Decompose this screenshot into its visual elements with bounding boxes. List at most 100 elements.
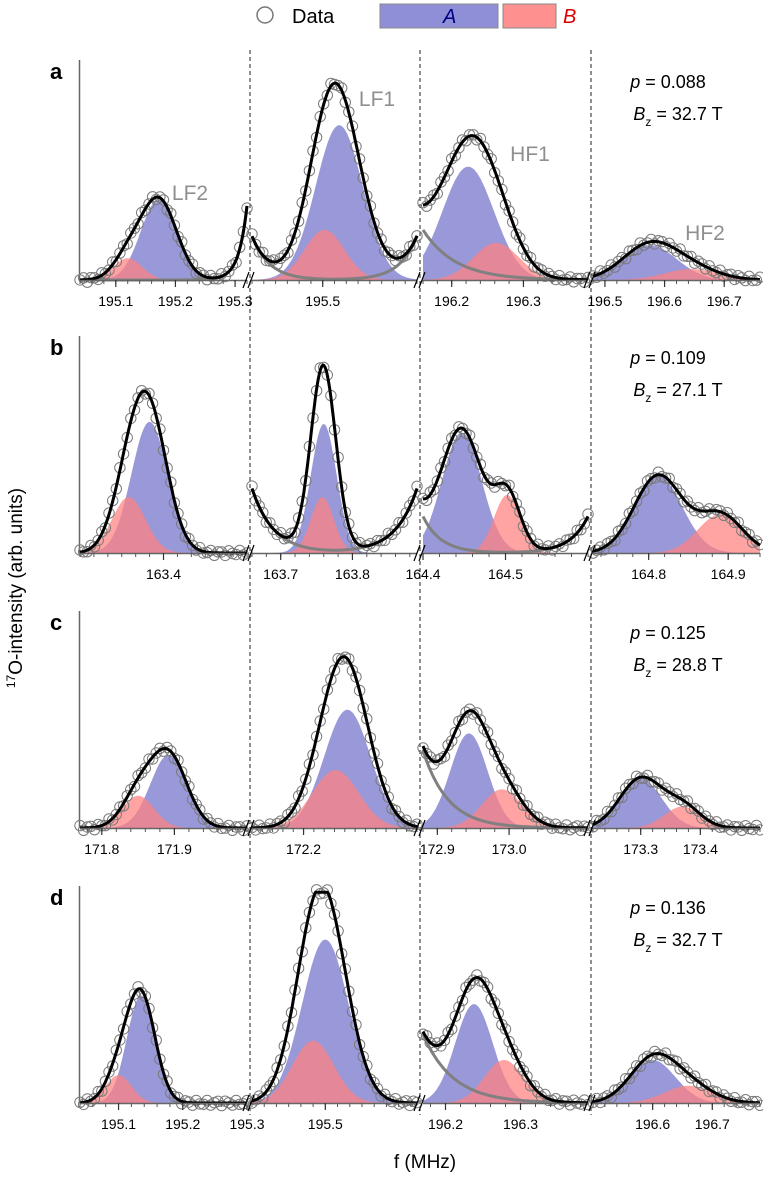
data-point	[499, 766, 512, 778]
component-b-area	[80, 497, 247, 553]
segment-1: 171.8 171.9	[74, 741, 253, 857]
data-point	[492, 1007, 504, 1019]
axis-break-mark	[413, 1094, 421, 1112]
total-fit-curve	[422, 426, 590, 551]
data-point	[165, 745, 177, 757]
segment-3: 196.2 196.3	[413, 969, 594, 1132]
x-tick-label: 195.1	[101, 1116, 136, 1132]
x-tick-label: 196.6	[647, 293, 682, 309]
data-point	[678, 1062, 690, 1074]
x-tick-label: 172.9	[420, 841, 455, 857]
segment-2: 195.5	[242, 884, 423, 1132]
data-point	[424, 1037, 436, 1049]
component-b-area	[593, 1085, 760, 1103]
data-point	[278, 249, 290, 262]
data-points	[246, 884, 423, 1112]
component-a-area	[252, 125, 417, 280]
data-point	[707, 507, 719, 519]
data-point	[92, 1085, 104, 1098]
axis-break-mark	[588, 819, 596, 837]
data-point	[641, 475, 654, 487]
data-point	[481, 474, 494, 486]
data-point	[257, 246, 269, 259]
segment-4: 196.6 196.7	[583, 1045, 763, 1132]
data-point	[571, 524, 583, 536]
data-point	[393, 810, 405, 823]
data-point	[453, 142, 465, 154]
data-point	[728, 273, 741, 286]
data-point	[499, 480, 512, 492]
y-axis-title-superscript: 17	[4, 674, 18, 688]
data-point	[692, 1077, 704, 1089]
data-point	[601, 805, 614, 818]
total-fit-curve	[592, 1052, 760, 1105]
data-point	[568, 532, 580, 545]
data-point	[659, 472, 672, 484]
component-b-area	[423, 1060, 588, 1103]
data-point	[571, 820, 583, 832]
x-tick-label: 196.2	[428, 1116, 463, 1132]
component-a-area	[252, 709, 417, 828]
data-point	[194, 267, 206, 279]
param-p: p = 0.136	[629, 898, 706, 918]
total-fit-curve	[251, 890, 417, 1105]
legend-b-label: B	[563, 6, 576, 28]
component-a-area	[593, 245, 760, 280]
data-point	[649, 238, 661, 250]
segment-2: 163.7 163.8	[242, 361, 423, 582]
data-point	[121, 790, 133, 802]
x-tick-label: 195.3	[218, 293, 253, 309]
component-b-area	[252, 770, 417, 828]
segment-2: 195.5	[242, 77, 423, 309]
data-point	[743, 1099, 755, 1111]
data-point	[517, 1064, 530, 1077]
peak-label-hf2: HF2	[685, 222, 725, 245]
legend-a-label: A	[442, 6, 456, 28]
total-fit-curve	[592, 239, 761, 282]
data-point	[128, 222, 141, 234]
data-point	[620, 1073, 632, 1085]
data-point	[103, 264, 115, 276]
data-point	[703, 815, 715, 827]
x-tick-label: 163.4	[146, 566, 181, 582]
data-point	[183, 255, 195, 267]
data-point	[223, 545, 235, 557]
data-point	[754, 1099, 763, 1111]
data-point	[183, 532, 195, 545]
data-point	[471, 451, 483, 463]
data-point	[503, 773, 515, 785]
data-point	[528, 810, 540, 823]
data-point	[510, 784, 522, 796]
data-point	[453, 1001, 465, 1013]
data-point	[725, 512, 737, 525]
axis-break-mark	[583, 544, 591, 562]
data-point	[371, 1082, 384, 1095]
param-bz: Bz = 32.7 T	[633, 930, 722, 955]
x-tick-label: 171.8	[84, 841, 119, 857]
total-fit-curve	[252, 655, 418, 830]
total-fit-curve	[250, 81, 419, 264]
segment-4: 173.3 173.4	[583, 769, 763, 857]
data-point	[528, 1080, 540, 1092]
component-b-area	[252, 1040, 417, 1103]
data-point	[612, 792, 625, 804]
data-point	[681, 250, 694, 262]
component-a-area	[423, 1004, 588, 1103]
axis-break-mark	[413, 271, 421, 289]
x-tick-label: 195.5	[305, 293, 340, 309]
data-point	[389, 804, 402, 817]
data-point	[517, 799, 530, 811]
segment-1: 195.1 195.2 195.3	[74, 191, 253, 309]
data-point	[627, 778, 639, 790]
x-tick-label: 195.2	[158, 293, 193, 309]
axis-break-mark	[583, 271, 591, 289]
data-point	[471, 969, 483, 981]
data-point	[223, 265, 235, 278]
data-point	[379, 783, 391, 795]
x-tick-label: 196.5	[587, 293, 622, 309]
x-tick-label: 195.2	[165, 1116, 200, 1132]
data-point	[649, 1045, 661, 1058]
total-fit-curve	[79, 746, 247, 830]
data-point	[670, 1055, 683, 1068]
data-point	[424, 486, 436, 498]
